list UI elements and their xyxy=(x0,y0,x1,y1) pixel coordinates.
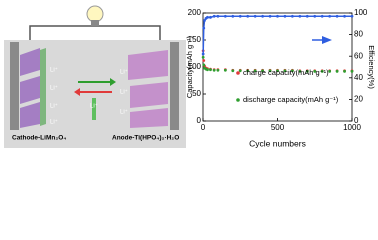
point xyxy=(206,68,209,72)
anode-crystal xyxy=(128,50,168,128)
wire xyxy=(29,25,161,40)
point xyxy=(261,69,264,73)
ion-label: Li⁺ xyxy=(50,119,58,126)
legend-label: discharge capacity(mAh g⁻¹) xyxy=(243,95,339,104)
ion-label: Li⁺ xyxy=(120,109,128,116)
x-axis-label: Cycle numbers xyxy=(249,138,306,148)
legend-label: charge capacity(mAh g⁻¹) xyxy=(243,68,329,77)
point xyxy=(223,14,227,18)
point xyxy=(246,69,250,73)
ion-label: Li⁺ xyxy=(50,103,58,110)
y2-tick-label: 100 xyxy=(354,8,368,17)
point xyxy=(253,69,257,73)
anode-plate xyxy=(170,42,179,130)
point xyxy=(261,14,264,18)
point xyxy=(328,14,332,18)
y-tick-label: 0 xyxy=(197,116,202,125)
point xyxy=(291,14,294,18)
point xyxy=(343,14,346,18)
ion-label: Li⁺ xyxy=(120,69,128,76)
y-axis-label: Capacity(mAh g⁻¹) xyxy=(185,35,194,98)
point xyxy=(246,14,250,18)
point xyxy=(283,14,287,18)
efficiency-line xyxy=(202,15,352,55)
point xyxy=(216,14,220,18)
cathode-plate xyxy=(10,42,19,130)
ion-label: Li⁺ xyxy=(120,89,128,96)
bulb xyxy=(86,5,104,23)
cathode-crystal xyxy=(20,48,46,128)
point xyxy=(350,14,354,18)
schematic xyxy=(4,5,186,148)
point xyxy=(238,14,242,18)
ion-label: Li⁺ xyxy=(90,103,98,110)
y2-tick-label: 20 xyxy=(354,95,363,104)
anode-label: Anode-Ti(HPO₄)₂·H₂O xyxy=(112,135,179,142)
point xyxy=(328,69,332,73)
point xyxy=(276,14,279,18)
point xyxy=(283,69,287,73)
x-tick-label: 1000 xyxy=(343,123,361,132)
point xyxy=(223,68,227,72)
point xyxy=(268,69,272,73)
point xyxy=(201,55,205,59)
point xyxy=(212,14,216,18)
y-tick-label: 50 xyxy=(192,89,201,98)
x-tick-label: 500 xyxy=(271,123,285,132)
x-tick-label: 0 xyxy=(201,123,206,132)
ion-arrows xyxy=(74,78,116,120)
y2-tick-label: 0 xyxy=(354,116,359,125)
y-tick-label: 150 xyxy=(188,35,202,44)
point xyxy=(298,69,302,73)
point xyxy=(202,59,206,62)
point xyxy=(253,14,257,18)
point xyxy=(298,14,302,18)
y2-axis-label: Efficiency(%) xyxy=(367,45,376,89)
point xyxy=(238,69,242,73)
point xyxy=(201,52,205,56)
point xyxy=(209,68,212,72)
point xyxy=(206,15,209,19)
point xyxy=(216,68,220,72)
cathode-label: Cathode-LiMn₂O₄ xyxy=(12,135,66,142)
point xyxy=(313,14,317,18)
point xyxy=(305,14,309,18)
y2-tick-label: 40 xyxy=(354,73,363,82)
point xyxy=(335,69,339,73)
point xyxy=(320,14,324,18)
point xyxy=(212,68,216,72)
ion-label: Li⁺ xyxy=(50,85,58,92)
point xyxy=(335,14,339,18)
y2-tick-label: 60 xyxy=(354,51,363,60)
axis-arrow xyxy=(322,36,332,44)
ion-label: Li⁺ xyxy=(50,67,58,74)
bulb-base xyxy=(91,20,99,26)
point xyxy=(305,69,309,73)
point xyxy=(202,63,206,67)
point xyxy=(343,69,346,73)
point xyxy=(268,14,272,18)
point xyxy=(276,69,279,73)
point xyxy=(313,69,317,73)
point xyxy=(209,15,212,19)
legend-marker xyxy=(236,71,240,75)
point xyxy=(231,69,235,73)
y-tick-label: 200 xyxy=(188,8,202,17)
point xyxy=(202,26,206,30)
y-tick-label: 100 xyxy=(188,62,202,71)
point xyxy=(350,69,354,73)
point xyxy=(231,14,235,18)
point xyxy=(320,69,324,73)
figure: Cathode-LiMn₂O₄ Anode-Ti(HPO₄)₂·H₂O Li⁺ Li⁺… xyxy=(4,5,376,148)
legend-marker xyxy=(236,98,240,102)
point xyxy=(203,19,206,22)
y2-tick-label: 80 xyxy=(354,30,363,39)
point xyxy=(291,69,294,73)
